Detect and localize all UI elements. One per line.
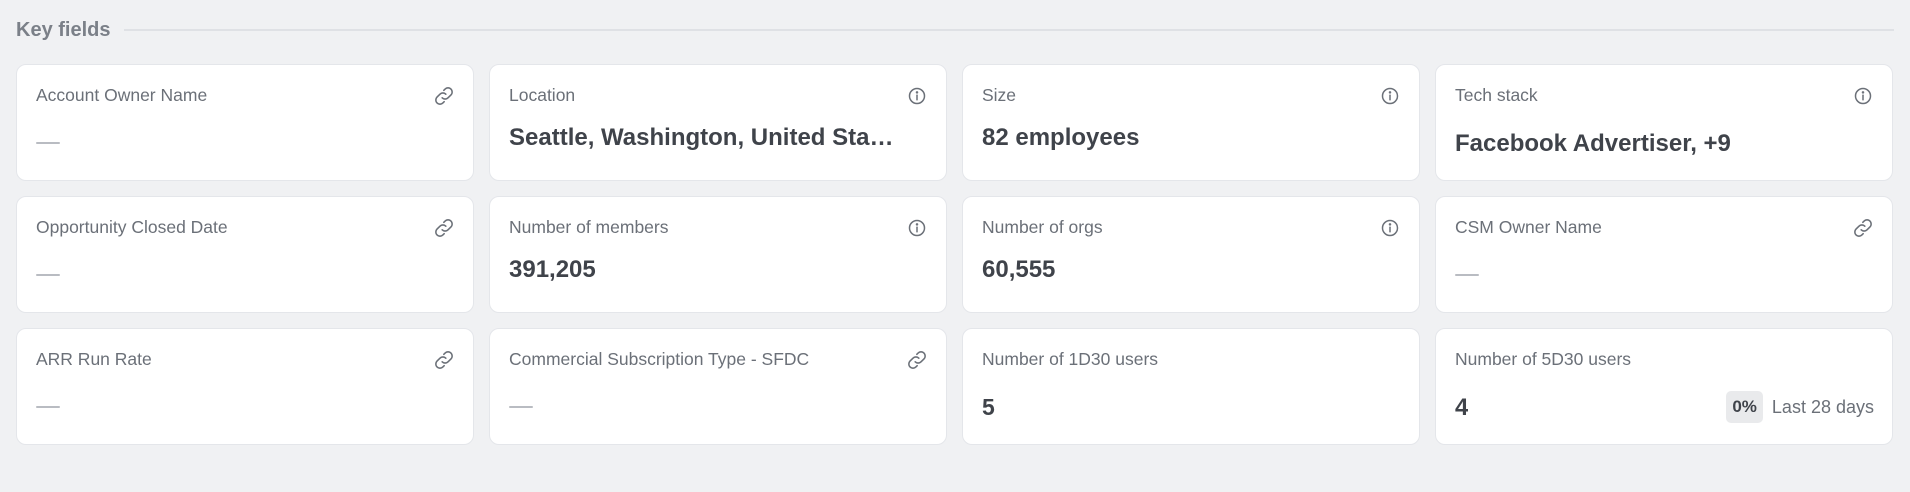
link-icon[interactable] [1852,217,1874,239]
link-icon[interactable] [906,349,928,371]
change-badge: 0% [1726,391,1763,423]
field-card-tech-stack: Tech stack Facebook Advertiser, +9 [1435,64,1893,181]
info-icon[interactable] [1852,85,1874,107]
link-icon[interactable] [433,85,455,107]
field-label: Number of 1D30 users [982,349,1159,369]
field-card-number-of-members: Number of members 391,205 [489,196,947,313]
empty-value-placeholder [36,142,60,144]
field-label: Tech stack [1455,85,1538,105]
trend-indicator: 0% Last 28 days [1726,391,1874,423]
field-label: Number of orgs [982,217,1103,237]
field-label: Location [509,85,576,105]
field-label: CSM Owner Name [1455,217,1602,237]
link-icon[interactable] [433,217,455,239]
section-header: Key fields [16,14,1894,46]
field-card-number-of-1d30-users: Number of 1D30 users 5 [962,328,1420,445]
field-card-csm-owner-name: CSM Owner Name [1435,196,1893,313]
field-card-commercial-subscription-type: Commercial Subscription Type - SFDC [489,328,947,445]
field-label: Number of 5D30 users [1455,349,1632,369]
field-value: Seattle, Washington, United Sta… [509,124,894,151]
field-card-opportunity-closed-date: Opportunity Closed Date [16,196,474,313]
field-value: 82 employees [982,124,1140,151]
empty-value-placeholder [36,406,60,408]
info-icon[interactable] [906,85,928,107]
trend-period-label: Last 28 days [1771,396,1874,417]
field-label: Size [982,85,1017,105]
field-label: ARR Run Rate [36,349,152,369]
empty-value-placeholder [36,274,60,276]
field-value: 60,555 [982,256,1056,283]
field-card-arr-run-rate: ARR Run Rate [16,328,474,445]
field-value: 391,205 [509,256,596,283]
empty-value-placeholder [509,406,533,408]
key-fields-grid: Account Owner Name Location Seattle, Was… [16,64,1894,445]
link-icon[interactable] [433,349,455,371]
field-value: 4 [1455,394,1469,421]
section-title: Key fields [16,18,111,41]
info-icon[interactable] [1379,217,1401,239]
field-card-size: Size 82 employees [962,64,1420,181]
section-divider [124,29,1894,31]
field-label: Account Owner Name [36,85,208,105]
field-value: 5 [982,394,995,420]
info-icon[interactable] [906,217,928,239]
field-card-number-of-5d30-users: Number of 5D30 users 4 0% Last 28 days [1435,328,1893,445]
info-icon[interactable] [1379,85,1401,107]
field-label: Number of members [509,217,669,237]
field-card-number-of-orgs: Number of orgs 60,555 [962,196,1420,313]
empty-value-placeholder [1455,274,1479,276]
field-label: Commercial Subscription Type - SFDC [509,349,810,369]
field-card-location: Location Seattle, Washington, United Sta… [489,64,947,181]
field-label: Opportunity Closed Date [36,217,228,237]
field-card-account-owner-name: Account Owner Name [16,64,474,181]
field-value[interactable]: Facebook Advertiser, +9 [1455,130,1731,157]
